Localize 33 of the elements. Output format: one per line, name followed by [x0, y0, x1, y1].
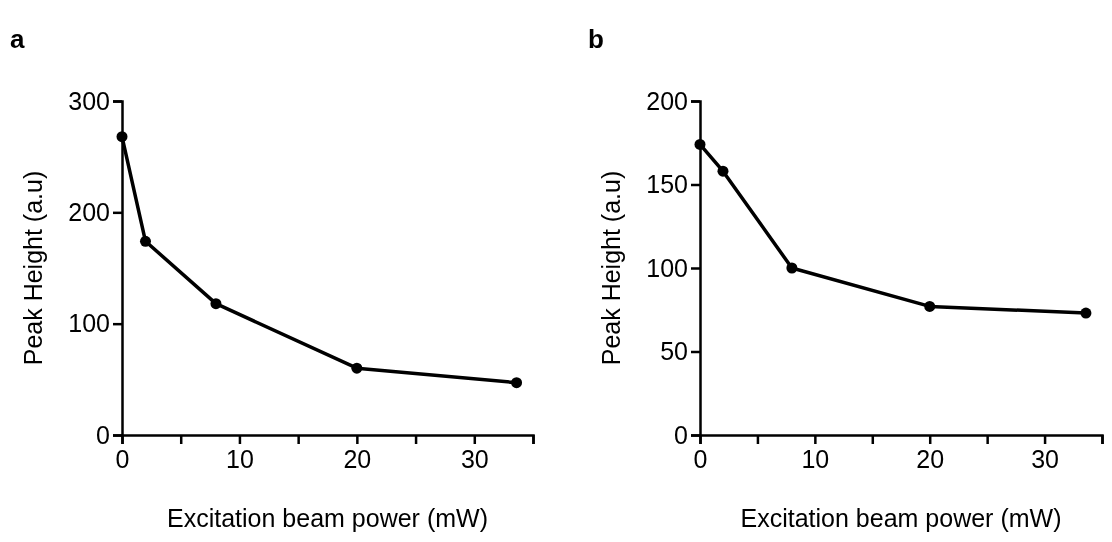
y-tick-label: 0: [96, 420, 110, 449]
y-tick-label: 300: [68, 86, 110, 115]
y-tick-label: 0: [674, 420, 688, 449]
point: [351, 362, 363, 374]
point: [139, 235, 151, 247]
x-axis-title: Excitation beam power (mW): [167, 504, 488, 532]
point: [924, 300, 936, 312]
x-tick-label: 10: [801, 444, 830, 473]
x-tick-label: 20: [916, 444, 945, 473]
point: [210, 298, 222, 310]
point: [1080, 307, 1092, 319]
y-tick-label: 100: [68, 309, 110, 338]
y-axis-title: Peak Height (a.u): [19, 170, 47, 366]
x-tick-label: 30: [460, 444, 489, 473]
y-axis-title: Peak Height (a.u): [597, 170, 625, 366]
x-tick-label: 0: [693, 444, 708, 473]
y-tick-label: 150: [646, 170, 688, 198]
chart-title: a: [10, 24, 25, 54]
point: [116, 131, 128, 143]
x-tick-label: 0: [115, 444, 130, 473]
x-axis-title: Excitation beam power (mW): [740, 504, 1062, 532]
point: [717, 165, 729, 177]
x-tick-label: 10: [226, 444, 254, 473]
y-tick-label: 50: [660, 337, 688, 365]
x-tick-label: 20: [343, 444, 372, 473]
point: [511, 377, 523, 389]
point: [694, 138, 706, 150]
chart-title: b: [588, 24, 604, 54]
y-tick-label: 200: [646, 86, 688, 115]
y-tick-label: 100: [646, 253, 688, 282]
x-tick-label: 30: [1031, 444, 1059, 473]
y-tick-label: 200: [68, 197, 110, 226]
point: [786, 262, 798, 274]
